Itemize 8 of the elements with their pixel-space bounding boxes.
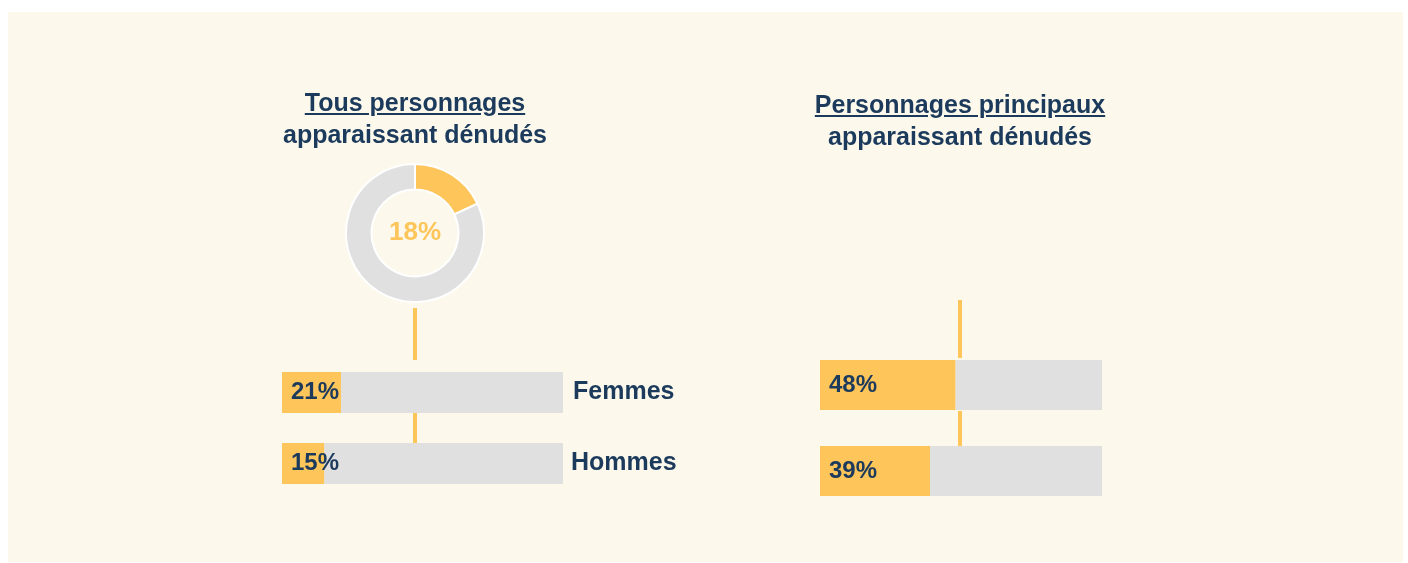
y-tick-label: Femmes [573, 376, 675, 405]
chart-title: Tous personnages apparaissant dénudés [282, 87, 548, 150]
y-tick-label: Hommes [571, 447, 677, 476]
data-label: 48% [829, 369, 878, 397]
chart-title: Personnages principaux apparaissant dénudés [813, 89, 1107, 152]
data-label: 18% [388, 216, 442, 247]
data-label: 39% [829, 455, 878, 483]
data-label: 21% [291, 377, 340, 405]
